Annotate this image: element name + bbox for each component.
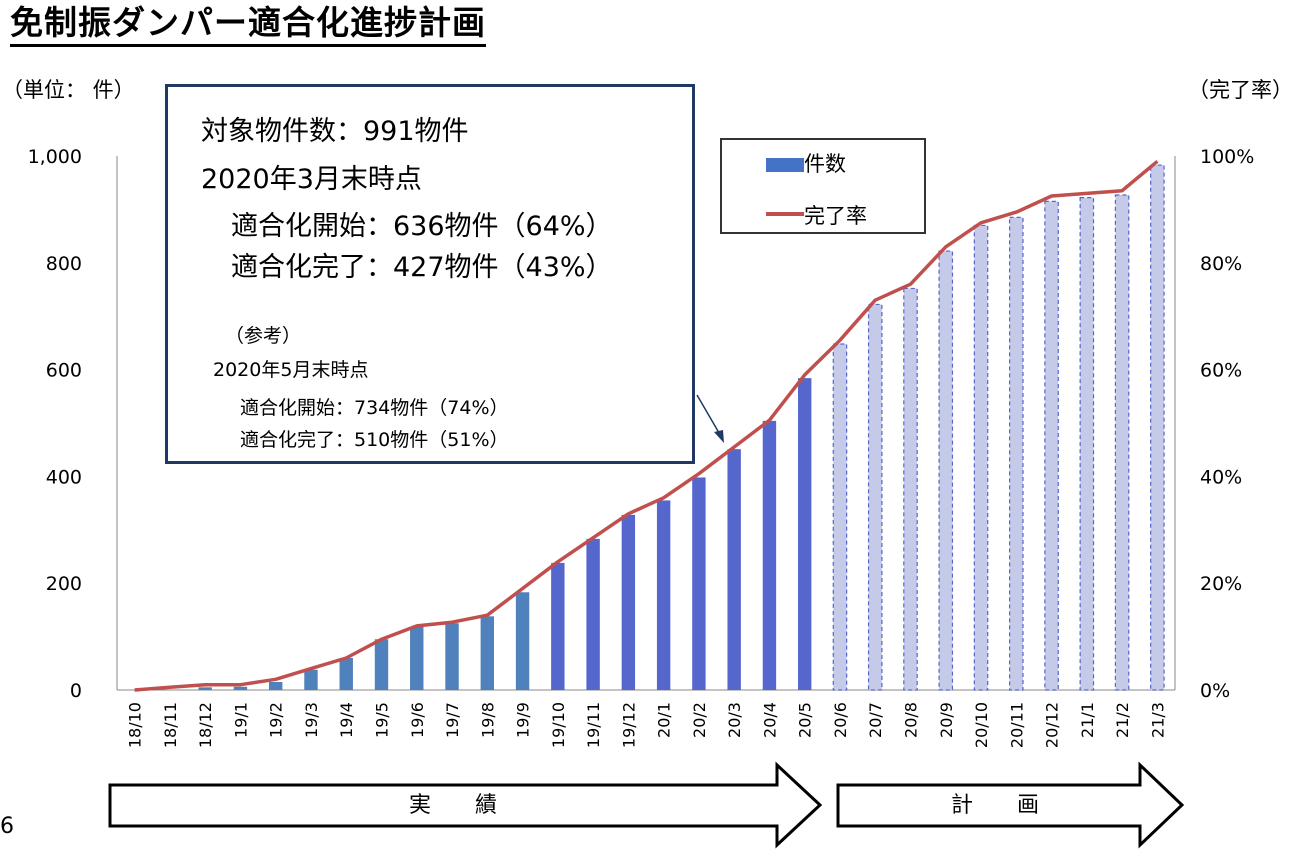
bar: [1114, 194, 1130, 691]
right-axis-unit: （完了率）: [1188, 78, 1293, 102]
bar: [621, 514, 636, 690]
x-tick-label: 19/4: [337, 702, 356, 738]
bar: [480, 616, 495, 690]
summary-callout-box: 対象物件数：991物件 2020年3月末時点 適合化開始：636物件（64%） …: [165, 84, 695, 464]
right-y-tick-label: 60%: [1200, 360, 1242, 382]
bar: [762, 420, 777, 690]
x-tick-label: 19/11: [584, 702, 603, 748]
page-number: 6: [0, 814, 14, 839]
callout-pointer-head: [714, 430, 724, 443]
x-tick-label: 18/12: [196, 702, 215, 748]
page-title: 免制振ダンパー適合化進捗計画: [10, 2, 486, 47]
x-tick-label: 19/6: [408, 702, 427, 738]
legend-bar-label: 件数: [804, 152, 846, 176]
x-tick-label: 19/12: [619, 702, 638, 748]
right-y-tick-label: 0%: [1200, 680, 1230, 702]
bar: [233, 686, 248, 690]
bar: [797, 378, 812, 690]
bar: [938, 250, 954, 691]
bar: [867, 303, 883, 691]
plan-arrow-label: 計 画: [951, 793, 1039, 818]
x-tick-label: 19/1: [231, 702, 250, 738]
x-tick-label: 20/7: [866, 702, 885, 738]
may-completed-text: 適合化完了：510物件（51%）: [240, 429, 509, 451]
x-tick-label: 19/9: [514, 702, 533, 738]
target-count-text: 対象物件数：991物件: [201, 116, 469, 147]
bar: [656, 500, 671, 690]
legend-bar-swatch: [766, 158, 804, 172]
bar: [692, 477, 706, 690]
bar: [586, 538, 600, 690]
left-y-tick-label: 200: [46, 573, 82, 595]
bar: [727, 449, 741, 690]
left-y-tick-label: 400: [46, 466, 82, 488]
right-y-tick-label: 80%: [1200, 253, 1242, 275]
bar: [1044, 200, 1059, 691]
chart-legend: 件数 完了率: [720, 138, 926, 234]
bar: [973, 224, 989, 691]
legend-line-swatch: [766, 212, 804, 216]
march-started-text: 適合化開始：636物件（64%）: [231, 211, 613, 242]
bar: [339, 657, 353, 690]
bar: [1150, 164, 1165, 691]
bar: [515, 592, 530, 690]
left-y-tick-label: 0: [70, 680, 82, 702]
actual-arrow-label: 実 績: [409, 793, 497, 818]
bar: [551, 562, 565, 690]
x-tick-label: 19/7: [443, 702, 462, 738]
x-tick-label: 19/8: [478, 702, 497, 738]
x-tick-label: 20/3: [725, 702, 744, 738]
x-tick-label: 20/6: [831, 702, 850, 738]
x-tick-label: 20/8: [902, 702, 921, 738]
bar: [304, 669, 318, 690]
x-tick-label: 20/4: [760, 702, 779, 738]
as-of-march-text: 2020年3月末時点: [201, 164, 422, 195]
right-y-tick-label: 20%: [1200, 573, 1242, 595]
reference-label: （参考）: [225, 325, 302, 347]
left-axis-unit: （単位： 件）: [2, 78, 135, 102]
x-tick-label: 19/10: [549, 702, 568, 748]
plan-arrow: [836, 761, 1185, 849]
bar: [198, 687, 212, 690]
as-of-may-text: 2020年5月末時点: [213, 359, 369, 381]
left-y-tick-label: 1,000: [28, 146, 82, 168]
bar: [1079, 197, 1095, 691]
x-tick-label: 20/11: [1007, 702, 1026, 748]
bar: [445, 623, 459, 690]
bar: [832, 343, 848, 691]
march-completed-text: 適合化完了：427物件（43%）: [231, 252, 613, 283]
x-tick-label: 19/3: [302, 702, 321, 738]
right-y-tick-label: 100%: [1200, 146, 1254, 168]
x-tick-label: 20/5: [796, 702, 815, 738]
x-tick-label: 19/5: [373, 702, 392, 738]
x-tick-label: 20/10: [972, 702, 991, 748]
x-tick-label: 21/2: [1113, 702, 1132, 738]
x-tick-label: 20/12: [1043, 702, 1062, 748]
left-y-tick-label: 800: [46, 253, 82, 275]
bar: [1008, 216, 1024, 691]
bar: [410, 626, 424, 690]
right-y-tick-label: 40%: [1200, 466, 1242, 488]
x-tick-label: 19/2: [267, 702, 286, 738]
callout-pointer: [696, 394, 723, 439]
left-y-tick-label: 600: [46, 360, 82, 382]
may-started-text: 適合化開始：734物件（74%）: [240, 397, 509, 419]
x-tick-label: 20/1: [655, 702, 674, 738]
x-tick-label: 21/3: [1148, 702, 1167, 738]
bar: [374, 639, 389, 690]
bar: [903, 287, 918, 691]
bar: [268, 681, 283, 690]
x-tick-label: 18/10: [126, 702, 145, 748]
x-tick-label: 21/1: [1078, 702, 1097, 738]
x-tick-label: 18/11: [161, 702, 180, 748]
legend-line-label: 完了率: [804, 204, 867, 228]
completion-rate-line: [134, 159, 1159, 692]
actual-arrow: [108, 761, 823, 849]
x-tick-label: 20/9: [937, 702, 956, 738]
x-tick-label: 20/2: [690, 702, 709, 738]
